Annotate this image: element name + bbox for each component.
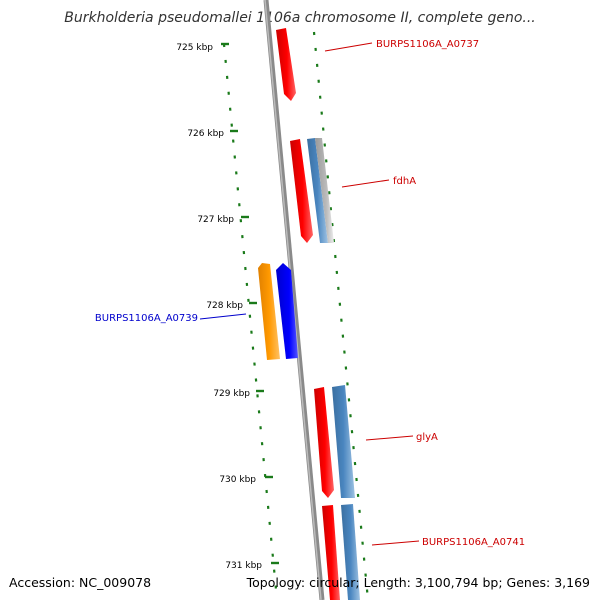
gene-burps1106a-a0737[interactable] <box>276 28 296 101</box>
tick-label-730: 730 kbp <box>219 475 256 485</box>
tick-label-726: 726 kbp <box>187 129 224 139</box>
tick-label-728: 728 kbp <box>206 301 243 311</box>
tick-label-731: 731 kbp <box>225 561 262 571</box>
gene-burps1106a-a0741-steel[interactable] <box>341 504 360 600</box>
gene-fdha-grey[interactable] <box>315 138 334 243</box>
gene-fdha-steel[interactable] <box>307 138 328 243</box>
ruler-outer-dots <box>312 31 370 600</box>
gene-labels: BURPS1106A_A0737 fdhA BURPS1106A_A0739 g… <box>95 39 525 548</box>
chromosome-backbone <box>263 0 325 600</box>
gene-fdha-red[interactable] <box>290 139 313 243</box>
summary-text: Topology: circular; Length: 3,100,794 bp… <box>246 575 590 590</box>
gene-burps1106a-a0741-red[interactable] <box>322 505 340 600</box>
gene-label-burps1106a-a0737[interactable]: BURPS1106A_A0737 <box>376 39 479 50</box>
gene-glya-steel[interactable] <box>332 385 355 498</box>
gene-label-fdha[interactable]: fdhA <box>393 176 416 187</box>
label-leaders <box>199 42 420 546</box>
tick-label-729: 729 kbp <box>213 389 250 399</box>
ruler-tick-labels: 725 kbp 726 kbp 727 kbp 728 kbp 729 kbp … <box>176 43 262 571</box>
ruler-inner-dots <box>222 43 279 600</box>
gene-burps1106a-a0739-blue[interactable] <box>276 263 298 359</box>
gene-glya-red[interactable] <box>314 387 334 498</box>
ruler-ticks <box>221 42 279 565</box>
gene-label-burps1106a-a0739[interactable]: BURPS1106A_A0739 <box>95 313 198 324</box>
gene-label-glya[interactable]: glyA <box>416 432 438 443</box>
accession-text: Accession: NC_009078 <box>9 575 152 590</box>
tick-label-725: 725 kbp <box>176 43 213 53</box>
gene-label-burps1106a-a0741[interactable]: BURPS1106A_A0741 <box>422 537 525 548</box>
gene-burps1106a-a0739-orange[interactable] <box>258 263 280 360</box>
tick-label-727: 727 kbp <box>197 215 234 225</box>
map-title: Burkholderia pseudomallei 1106a chromoso… <box>64 10 536 26</box>
